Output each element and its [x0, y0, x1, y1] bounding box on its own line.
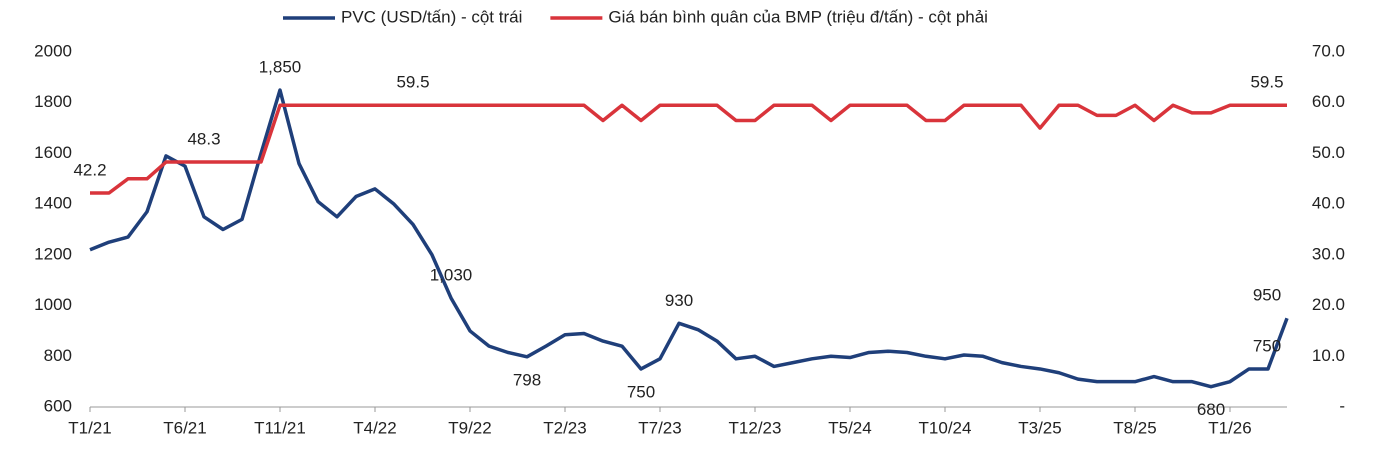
x-tick-label: T2/23 [543, 418, 586, 437]
data-label: 950 [1253, 286, 1281, 305]
data-label: 59.5 [1250, 73, 1283, 92]
data-label: 42.2 [73, 160, 106, 179]
y2-tick-label: 10.0 [1312, 346, 1345, 365]
y2-tick-label: 70.0 [1312, 41, 1345, 60]
data-label: 1,030 [430, 265, 473, 284]
x-tick-label: T6/21 [163, 418, 206, 437]
data-label: 750 [1253, 336, 1281, 355]
y2-tick-label: 20.0 [1312, 295, 1345, 314]
y2-tick-label: 60.0 [1312, 92, 1345, 111]
data-label: 48.3 [187, 130, 220, 149]
y-tick-label: 1000 [34, 295, 72, 314]
x-tick-label: T1/26 [1208, 418, 1251, 437]
x-tick-label: T11/21 [254, 418, 306, 437]
y-tick-label: 1600 [34, 143, 72, 162]
x-tick-label: T12/23 [729, 418, 782, 437]
x-tick-label: T4/22 [353, 418, 396, 437]
data-label: 798 [513, 370, 541, 389]
data-label: 750 [627, 382, 655, 401]
y-tick-label: 1400 [34, 194, 72, 213]
legend-label: Giá bán bình quân của BMP (triệu đ/tấn) … [608, 7, 988, 26]
y-tick-label: 2000 [34, 41, 72, 60]
x-tick-label: T7/23 [638, 418, 681, 437]
data-label: 59.5 [396, 73, 429, 92]
y-tick-label: 1800 [34, 92, 72, 111]
y-tick-label: 600 [44, 396, 72, 415]
x-tick-label: T1/21 [68, 418, 111, 437]
y-tick-label: 1200 [34, 244, 72, 263]
legend-label: PVC (USD/tấn) - cột trái [341, 7, 522, 26]
y2-tick-label: 30.0 [1312, 244, 1345, 263]
x-tick-label: T5/24 [828, 418, 871, 437]
x-tick-label: T9/22 [448, 418, 491, 437]
x-tick-label: T8/25 [1113, 418, 1156, 437]
y2-tick-label: - [1339, 396, 1345, 415]
data-label: 930 [665, 291, 693, 310]
x-tick-label: T10/24 [919, 418, 972, 437]
data-label: 1,850 [259, 58, 302, 77]
data-label: 680 [1197, 400, 1225, 419]
y-tick-label: 800 [44, 346, 72, 365]
x-tick-label: T3/25 [1018, 418, 1061, 437]
y2-tick-label: 40.0 [1312, 194, 1345, 213]
series-line [90, 103, 1287, 195]
series-line [89, 88, 1289, 389]
y2-tick-label: 50.0 [1312, 143, 1345, 162]
